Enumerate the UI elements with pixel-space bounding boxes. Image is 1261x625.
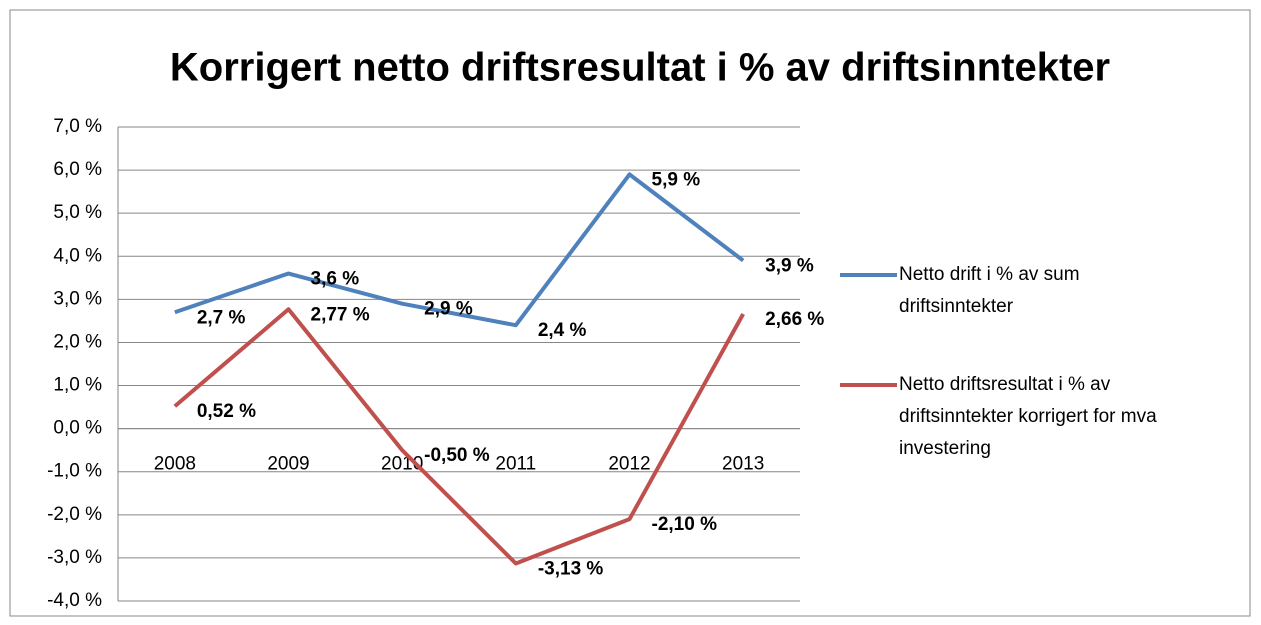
data-label: 2,66 % [765,309,824,330]
line-series [173,307,745,566]
data-label: 2,4 % [538,320,587,341]
data-label: -2,10 % [652,514,718,535]
y-tick-label: 0,0 % [53,418,102,439]
y-tick-label: -2,0 % [47,504,102,525]
y-tick-label: 6,0 % [53,159,102,180]
data-label: 5,9 % [652,169,701,190]
data-label: 3,9 % [765,256,814,277]
y-tick-label: -4,0 % [47,590,102,611]
y-tick-label: 7,0 % [53,116,102,137]
data-label: 0,52 % [197,401,256,422]
data-label: -3,13 % [538,559,604,580]
data-label: 2,7 % [197,307,246,328]
y-tick-label: 5,0 % [53,202,102,223]
y-tick-label: 2,0 % [53,331,102,352]
legend-label: Netto driftsresultat i % av driftsinntek… [899,374,1157,459]
y-tick-label: -1,0 % [47,461,102,482]
chart-title: Korrigert netto driftsresultat i % av dr… [170,46,1110,90]
data-label: -0,50 % [424,445,490,466]
x-tick-label: 2011 [495,454,536,475]
x-tick-label: 2013 [722,454,764,475]
y-tick-label: 1,0 % [53,375,102,396]
legend-label: Netto drift i % av sum driftsinntekter [899,264,1080,317]
data-label: 2,77 % [311,304,370,325]
x-tick-label: 2008 [154,454,196,475]
x-tick-label: 2012 [608,454,650,475]
y-tick-label: -3,0 % [47,547,102,568]
x-tick-label: 2009 [267,454,309,475]
data-label: 3,6 % [311,269,360,290]
y-tick-label: 4,0 % [53,245,102,266]
data-label: 2,9 % [424,299,473,320]
line-series [174,172,745,328]
y-tick-label: 3,0 % [53,288,102,309]
